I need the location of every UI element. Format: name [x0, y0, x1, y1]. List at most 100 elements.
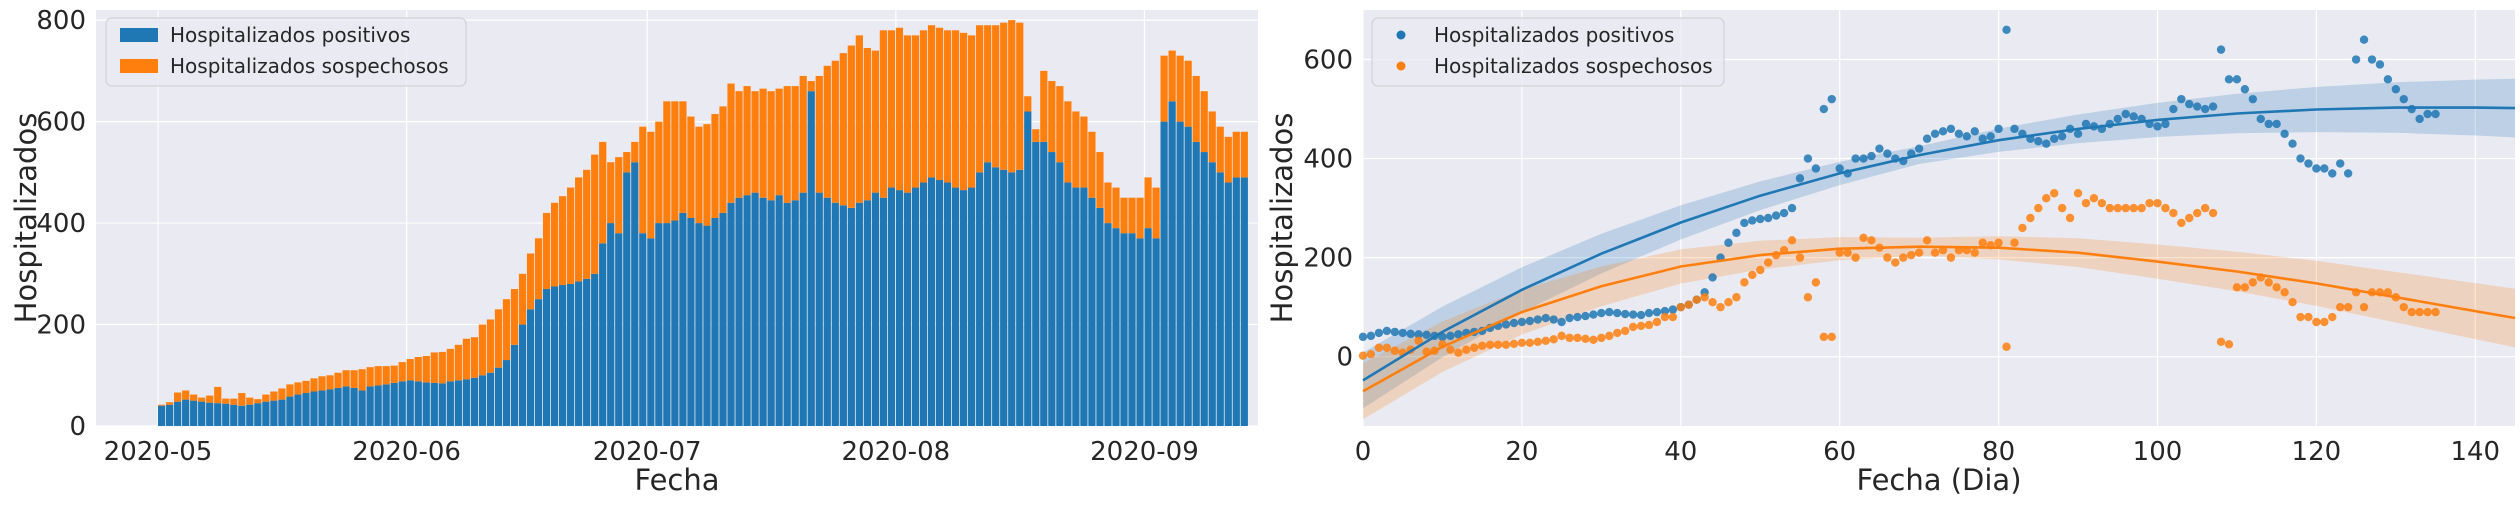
scatter-point — [2034, 203, 2043, 213]
bar-sospechosos — [1016, 22, 1024, 170]
scatter-point — [2185, 213, 2194, 223]
bar-sospechosos — [623, 152, 631, 173]
scatter-point — [1462, 345, 1471, 354]
scatter-point — [2320, 164, 2329, 173]
bar-positivos — [791, 200, 799, 426]
scatter-point — [1660, 312, 1670, 322]
scatter-point — [1914, 248, 1924, 257]
scatter-point — [1922, 236, 1932, 245]
bar-positivos — [863, 200, 871, 426]
scatter-point — [1454, 330, 1463, 339]
bar-sospechosos — [903, 35, 912, 193]
left-y-tick-label: 0 — [69, 412, 86, 442]
bar-sospechosos — [190, 394, 198, 401]
right-x-tick-label: 100 — [2133, 437, 2183, 467]
bar-positivos — [1152, 238, 1160, 426]
scatter-point — [2407, 104, 2416, 114]
scatter-point — [1724, 238, 1733, 247]
scatter-point — [2177, 94, 2186, 104]
scatter-point — [2050, 189, 2059, 198]
bar-sospechosos — [679, 101, 687, 213]
right-y-tick-label: 200 — [1303, 244, 1353, 274]
scatter-point — [2200, 104, 2210, 114]
scatter-point — [1501, 340, 1511, 349]
scatter-point — [2073, 189, 2083, 198]
bar-sospechosos — [198, 397, 206, 402]
bar-positivos — [1072, 187, 1080, 426]
bar-positivos — [671, 220, 679, 426]
bar-positivos — [1128, 233, 1136, 426]
bar-sospechosos — [751, 91, 759, 193]
bar-positivos — [559, 284, 567, 426]
left-x-tick-label: 2020-08 — [842, 437, 951, 467]
bar-sospechosos — [559, 196, 567, 285]
bar-sospechosos — [1112, 187, 1120, 229]
scatter-point — [1827, 94, 1836, 104]
scatter-point — [2169, 208, 2178, 218]
right-scatter-points — [1358, 25, 2440, 360]
bar-sospechosos — [294, 382, 302, 395]
scatter-point — [2002, 25, 2011, 35]
scatter-point — [1454, 348, 1463, 357]
scatter-point — [2296, 312, 2305, 322]
bar-positivos — [655, 223, 663, 426]
scatter-point — [1668, 305, 1678, 314]
bar-sospechosos — [518, 273, 527, 325]
bar-sospechosos — [1008, 20, 1016, 173]
bar-positivos — [935, 179, 944, 426]
scatter-point — [2216, 45, 2226, 54]
scatter-point — [2280, 129, 2289, 139]
scatter-point — [1533, 315, 1542, 324]
scatter-point — [1835, 248, 1844, 257]
bar-positivos — [1104, 223, 1112, 426]
scatter-point — [2185, 99, 2194, 109]
scatter-point — [2232, 283, 2242, 292]
bar-sospechosos — [960, 32, 968, 191]
bar-sospechosos — [607, 162, 615, 224]
bar-sospechosos — [286, 384, 294, 397]
bar-positivos — [895, 190, 904, 426]
bar-sospechosos — [671, 101, 679, 221]
bar-positivos — [198, 401, 206, 426]
scatter-point — [1851, 154, 1860, 163]
bar-sospechosos — [1136, 197, 1144, 239]
bar-sospechosos — [711, 114, 719, 218]
scatter-point — [1366, 331, 1376, 341]
bar-sospechosos — [1128, 197, 1136, 234]
scatter-point — [1867, 151, 1876, 161]
scatter-point — [1668, 312, 1678, 322]
scatter-point — [1676, 302, 1685, 312]
scatter-point — [1970, 248, 1979, 257]
scatter-point — [2232, 75, 2242, 84]
scatter-point — [1883, 149, 1892, 158]
bar-sospechosos — [1032, 129, 1040, 142]
bar-sospechosos — [1088, 131, 1096, 198]
bar-sospechosos — [976, 25, 984, 173]
bar-positivos — [174, 401, 182, 426]
right-gridlines — [1362, 10, 2515, 426]
scatter-point — [1994, 124, 2003, 134]
bar-sospechosos — [799, 75, 807, 193]
scatter-point — [2312, 164, 2321, 173]
bar-sospechosos — [366, 367, 374, 387]
scatter-point — [2415, 114, 2424, 124]
scatter-fit-chart: 0 200 400 600 0 20 40 60 80 100 120 140 Fecha (Dia… — [1265, 10, 2516, 497]
scatter-point — [1636, 321, 1646, 331]
legend-label-sospechosos-right: Hospitalizados sospechosos — [1434, 54, 1713, 78]
bar-positivos — [903, 192, 912, 426]
bar-positivos — [1184, 126, 1192, 427]
scatter-point — [2328, 312, 2337, 322]
bar-positivos — [911, 187, 920, 426]
scatter-point — [2359, 302, 2369, 312]
scatter-point — [2399, 302, 2408, 312]
bar-positivos — [1024, 111, 1032, 427]
bar-positivos — [1008, 172, 1016, 426]
scatter-point — [2121, 109, 2130, 119]
scatter-point — [1509, 318, 1519, 328]
bar-sospechosos — [310, 378, 318, 392]
bar-positivos — [591, 273, 599, 426]
bar-sospechosos — [1208, 111, 1216, 163]
bar-sospechosos — [1000, 22, 1008, 170]
scatter-point — [2343, 169, 2353, 178]
bar-positivos — [1080, 187, 1088, 426]
